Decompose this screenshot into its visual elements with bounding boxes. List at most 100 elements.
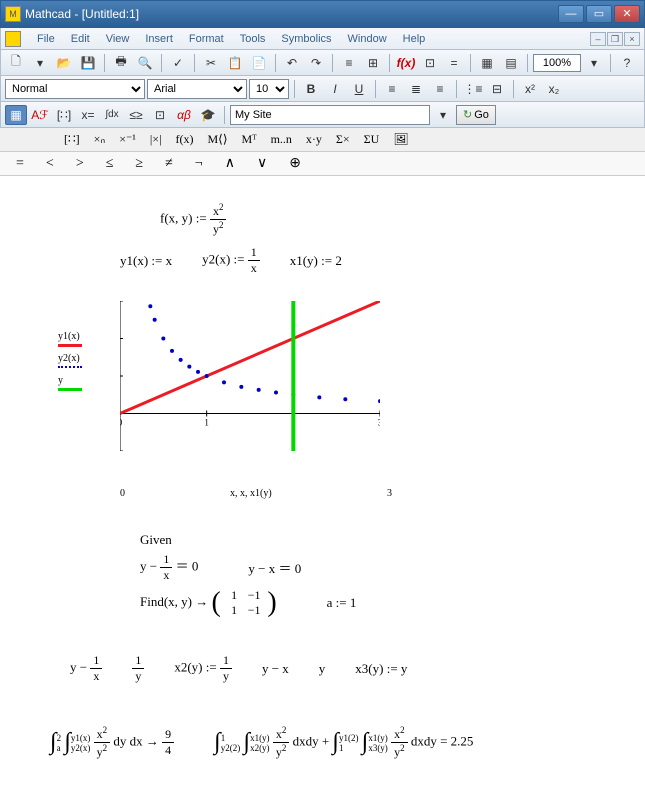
integral-2[interactable]: ∫1y2(2) ∫x1(y)x2(y) x2y2 dxdy + ∫y1(2)1 …: [214, 725, 473, 760]
zoom-dropdown-icon[interactable]: ▾: [583, 53, 605, 73]
align-icon[interactable]: ≡: [338, 53, 360, 73]
lt-op[interactable]: <: [42, 154, 58, 174]
align-left-icon[interactable]: ≡: [381, 79, 403, 99]
zoom-input[interactable]: [533, 54, 581, 72]
symbolic-palette-icon[interactable]: 🎓: [197, 105, 219, 125]
bold-button[interactable]: B: [300, 79, 322, 99]
window-titlebar: M Mathcad - [Untitled:1] — ▭ ✕: [0, 0, 645, 28]
help-icon[interactable]: ?: [616, 53, 638, 73]
or-op[interactable]: ∨: [253, 153, 271, 174]
not-op[interactable]: ¬: [191, 154, 207, 174]
range-op-icon[interactable]: m..n: [267, 130, 296, 149]
cut-icon[interactable]: ✂: [200, 53, 222, 73]
column-op-icon[interactable]: M⟨⟩: [203, 130, 231, 149]
print-icon[interactable]: 🖶: [110, 53, 132, 73]
menu-help[interactable]: Help: [395, 31, 434, 47]
doc-minimize-button[interactable]: –: [590, 32, 606, 46]
calc-palette-icon[interactable]: ▦: [5, 105, 27, 125]
eq-r3-3[interactable]: x2(y) := 1y: [174, 653, 232, 684]
matrix-op-icon[interactable]: [∷]: [60, 130, 84, 149]
open-icon[interactable]: 📂: [53, 53, 75, 73]
menu-format[interactable]: Format: [181, 31, 232, 47]
menu-view[interactable]: View: [98, 31, 138, 47]
abs-op-icon[interactable]: |×|: [146, 130, 166, 149]
inverse-op-icon[interactable]: ×⁻¹: [115, 130, 140, 149]
cross-op-icon[interactable]: Σ×: [332, 130, 354, 149]
minimize-button[interactable]: —: [558, 5, 584, 23]
given-block[interactable]: Given y − 1x ＝ 0 y − x ＝ 0 Find(x, y) → …: [140, 532, 605, 619]
boolean-palette-icon[interactable]: ≤≥: [125, 105, 147, 125]
eq-constraint2: y − x ＝ 0: [248, 558, 301, 577]
menu-edit[interactable]: Edit: [63, 31, 98, 47]
matrix-palette-icon[interactable]: [∷]: [53, 105, 75, 125]
doc-restore-button[interactable]: ❐: [607, 32, 623, 46]
site-dropdown-icon[interactable]: ▾: [432, 105, 454, 125]
eq-x1[interactable]: x1(y) := 2: [290, 253, 342, 269]
ge-op[interactable]: ≥: [131, 154, 147, 174]
ne-op[interactable]: ≠: [161, 154, 177, 174]
sub-icon[interactable]: x₂: [543, 79, 565, 99]
transpose-op-icon[interactable]: Mᵀ: [238, 130, 261, 149]
unit-icon[interactable]: ⊡: [419, 53, 441, 73]
bullets-icon[interactable]: ⋮≡: [462, 79, 484, 99]
undo-icon[interactable]: ↶: [281, 53, 303, 73]
super-icon[interactable]: x²: [519, 79, 541, 99]
picture-op-icon[interactable]: 🖼: [389, 130, 412, 149]
open-dropdown-icon[interactable]: ▾: [29, 53, 51, 73]
prog-palette-icon[interactable]: ⊡: [149, 105, 171, 125]
eval-palette-icon[interactable]: x=: [77, 105, 99, 125]
menu-symbolics[interactable]: Symbolics: [273, 31, 339, 47]
gt-op[interactable]: >: [72, 154, 88, 174]
go-button[interactable]: ↻Go: [456, 105, 496, 125]
le-op[interactable]: ≤: [102, 154, 118, 174]
fontsize-select[interactable]: 10: [249, 79, 289, 99]
redo-icon[interactable]: ↷: [305, 53, 327, 73]
underline-button[interactable]: U: [348, 79, 370, 99]
menu-window[interactable]: Window: [340, 31, 395, 47]
fx-icon[interactable]: f(x): [395, 53, 417, 73]
align-center-icon[interactable]: ≣: [405, 79, 427, 99]
eq-f-def[interactable]: f(x, y) := x2y2: [160, 202, 605, 237]
eq-r3-1[interactable]: y − 1x: [70, 653, 102, 684]
eq-y1[interactable]: y1(x) := x: [120, 253, 172, 269]
insert-icon[interactable]: ▤: [500, 53, 522, 73]
xy-plot[interactable]: y1(x) y2(x) y 0123-10123 0 x, x, x1(y) 3: [90, 291, 410, 491]
numbering-icon[interactable]: ⊟: [486, 79, 508, 99]
equals-op[interactable]: =: [12, 154, 28, 174]
doc-close-button[interactable]: ×: [624, 32, 640, 46]
menu-insert[interactable]: Insert: [137, 31, 181, 47]
and-op[interactable]: ∧: [221, 153, 239, 174]
maximize-button[interactable]: ▭: [586, 5, 612, 23]
align-right-icon[interactable]: ≡: [429, 79, 451, 99]
calculus-palette-icon[interactable]: ∫dx: [101, 105, 123, 125]
save-icon[interactable]: 💾: [77, 53, 99, 73]
greek-palette-icon[interactable]: αβ: [173, 105, 195, 125]
graph-palette-icon[interactable]: Aℱ: [29, 105, 51, 125]
menu-file[interactable]: File: [29, 31, 63, 47]
eq-r3-6[interactable]: x3(y) := y: [355, 661, 407, 677]
eq-r3-5[interactable]: y: [319, 661, 326, 677]
eq-r3-2[interactable]: 1y: [132, 653, 144, 684]
dot-op-icon[interactable]: x·y: [302, 130, 326, 149]
font-select[interactable]: Arial: [147, 79, 247, 99]
italic-button[interactable]: I: [324, 79, 346, 99]
align2-icon[interactable]: ⊞: [362, 53, 384, 73]
close-button[interactable]: ✕: [614, 5, 640, 23]
vectorize-op-icon[interactable]: f(x): [171, 130, 197, 149]
new-icon[interactable]: 🗋: [5, 53, 27, 73]
site-input[interactable]: [230, 105, 430, 125]
menu-tools[interactable]: Tools: [232, 31, 274, 47]
calc-icon[interactable]: =: [443, 53, 465, 73]
paste-icon[interactable]: 📄: [248, 53, 270, 73]
component-icon[interactable]: ▦: [476, 53, 498, 73]
subscript-op-icon[interactable]: ×ₙ: [90, 130, 110, 149]
xor-op[interactable]: ⊕: [285, 153, 305, 174]
copy-icon[interactable]: 📋: [224, 53, 246, 73]
preview-icon[interactable]: 🔍: [134, 53, 156, 73]
spellcheck-icon[interactable]: ✓: [167, 53, 189, 73]
integral-1[interactable]: ∫2a ∫y1(x)y2(x) x2y2 dy dx → 94: [50, 725, 174, 760]
eq-y2[interactable]: y2(x) := 1x: [202, 245, 260, 276]
sum-op-icon[interactable]: ΣU: [360, 130, 384, 149]
style-select[interactable]: Normal: [5, 79, 145, 99]
eq-r3-4[interactable]: y − x: [262, 661, 289, 677]
